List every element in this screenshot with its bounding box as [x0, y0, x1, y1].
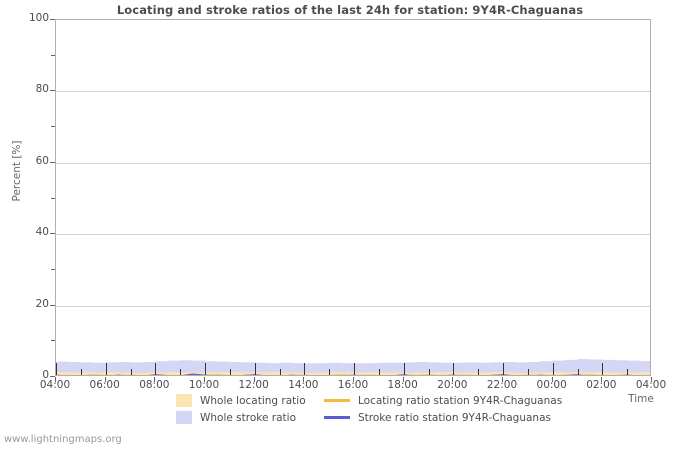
y-tick-mark-minor [51, 340, 55, 342]
x-tick-label: 02:00 [586, 379, 617, 391]
x-tick-label: 16:00 [337, 379, 369, 391]
x-tick-inner-major [553, 363, 554, 375]
x-tick-inner-minor [578, 369, 579, 375]
y-tick-label: 80 [35, 83, 49, 96]
x-tick-inner-major [255, 363, 256, 375]
legend-label: Whole stroke ratio [200, 411, 296, 424]
gridline [56, 163, 650, 164]
x-tick-inner-minor [280, 369, 281, 375]
x-tick-label: 00:00 [536, 379, 567, 391]
x-tick-mark [552, 377, 553, 382]
x-tick-label: 08:00 [139, 379, 170, 391]
area-series [56, 372, 650, 375]
legend-row: Whole locating ratio Locating ratio stati… [176, 393, 646, 408]
x-tick-inner-minor [627, 369, 628, 375]
x-tick-inner-minor [81, 369, 82, 375]
x-axis-label: Time [628, 393, 654, 405]
y-tick-mark [50, 233, 55, 235]
x-tick-label: 18:00 [387, 379, 418, 391]
x-tick-inner-major [354, 363, 355, 375]
x-tick-inner-major [404, 363, 405, 375]
legend-swatch-icon [176, 394, 192, 407]
x-tick-label: 04:00 [39, 379, 71, 391]
gridline [56, 91, 650, 92]
x-tick-mark [601, 377, 602, 382]
x-tick-inner-major [453, 363, 454, 375]
x-tick-mark [154, 377, 155, 382]
baseline-rule [56, 375, 651, 376]
chart-title: Locating and stroke ratios of the last 2… [116, 3, 584, 17]
y-tick-mark-minor [51, 268, 55, 270]
x-tick-mark [204, 377, 205, 382]
gridline [56, 234, 650, 235]
y-tick-label: 40 [35, 226, 49, 239]
x-tick-mark [254, 377, 255, 382]
x-tick-mark [452, 377, 453, 382]
y-tick-mark [50, 161, 55, 163]
y-axis-label: Percent [%] [11, 140, 23, 202]
y-tick-mark [50, 304, 55, 306]
legend-swatch-icon [176, 411, 192, 424]
x-tick-label: 22:00 [486, 379, 518, 391]
x-tick-label: 10:00 [188, 379, 220, 391]
y-tick-label: 60 [35, 154, 49, 167]
x-tick-label: 04:00 [635, 379, 667, 391]
x-tick-mark [353, 377, 354, 382]
x-tick-inner-minor [528, 369, 529, 375]
x-tick-inner-major [602, 363, 603, 375]
x-tick-inner-minor [478, 369, 479, 375]
x-tick-inner-major [106, 363, 107, 375]
x-tick-mark [403, 377, 404, 382]
legend-label: Locating ratio station 9Y4R-Chaguanas [358, 394, 563, 407]
x-tick-inner-major [56, 363, 57, 375]
x-tick-inner-minor [379, 369, 380, 375]
chart-legend: Whole locating ratio Locating ratio stati… [176, 393, 646, 427]
x-tick-inner-major [155, 363, 156, 375]
y-tick-mark [50, 376, 55, 377]
x-tick-inner-minor [180, 369, 181, 375]
y-tick-mark-minor [51, 197, 55, 199]
x-tick-mark [105, 377, 106, 382]
y-tick-mark [50, 90, 55, 92]
y-tick-mark-minor [51, 54, 55, 56]
series-plot [56, 359, 651, 376]
legend-line-icon [324, 416, 350, 419]
legend-item[interactable]: Locating ratio station 9Y4R-Chaguanas [324, 395, 562, 407]
legend-row: Whole stroke ratio Stroke ratio station 9… [176, 410, 646, 425]
footer-credit: www.lightningmaps.org [4, 434, 122, 445]
x-tick-inner-major [205, 363, 206, 375]
plot-area [55, 19, 651, 376]
x-tick-label: 12:00 [238, 379, 269, 391]
y-tick-mark-minor [51, 126, 55, 128]
x-tick-inner-minor [329, 369, 330, 375]
x-tick-label: 20:00 [437, 379, 468, 391]
y-tick-label: 20 [35, 297, 49, 310]
x-tick-label: 14:00 [288, 379, 319, 391]
legend-item[interactable]: Whole stroke ratio [176, 411, 324, 424]
legend-item[interactable]: Whole locating ratio [176, 394, 324, 407]
y-tick-label: 0 [42, 369, 49, 381]
x-tick-inner-minor [429, 369, 430, 375]
x-tick-inner-minor [131, 369, 132, 375]
y-tick-mark [50, 19, 55, 20]
legend-label: Whole locating ratio [200, 394, 306, 407]
x-tick-inner-major [503, 363, 504, 375]
x-tick-mark [502, 377, 503, 382]
y-tick-label: 100 [28, 12, 49, 24]
line-series [56, 374, 634, 375]
x-tick-mark [651, 377, 652, 382]
legend-label: Stroke ratio station 9Y4R-Chaguanas [358, 411, 551, 424]
area-series [56, 359, 650, 375]
gridline [56, 306, 650, 307]
legend-item[interactable]: Stroke ratio station 9Y4R-Chaguanas [324, 412, 551, 424]
x-tick-inner-major [304, 363, 305, 375]
x-tick-label: 06:00 [89, 379, 120, 391]
x-tick-mark [303, 377, 304, 382]
x-tick-mark [55, 377, 56, 382]
legend-line-icon [324, 399, 350, 402]
x-tick-inner-minor [230, 369, 231, 375]
